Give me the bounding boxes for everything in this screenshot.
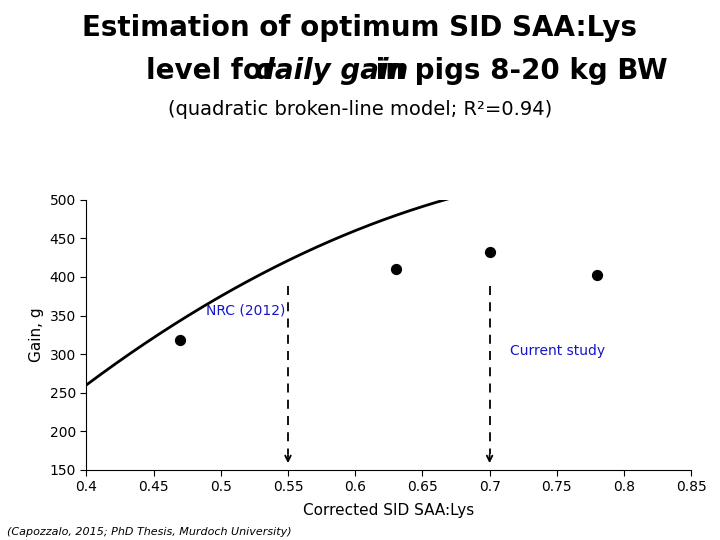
Text: Current study: Current study [510,344,605,358]
Text: (quadratic broken-line model; R²=0.94): (quadratic broken-line model; R²=0.94) [168,100,552,119]
Point [175,336,186,345]
Text: (Capozzalo, 2015; PhD Thesis, Murdoch University): (Capozzalo, 2015; PhD Thesis, Murdoch Un… [7,527,292,537]
Point [591,271,603,280]
X-axis label: Corrected SID SAA:Lys: Corrected SID SAA:Lys [303,503,474,517]
Text: Estimation of optimum SID SAA:Lys: Estimation of optimum SID SAA:Lys [83,14,637,42]
Point [484,248,495,256]
Point [390,265,401,274]
Y-axis label: Gain, g: Gain, g [29,307,44,362]
Text: in pigs 8-20 kg BW: in pigs 8-20 kg BW [366,57,667,85]
Text: daily gain: daily gain [256,57,409,85]
Text: level for: level for [145,57,285,85]
Text: NRC (2012): NRC (2012) [206,303,285,317]
